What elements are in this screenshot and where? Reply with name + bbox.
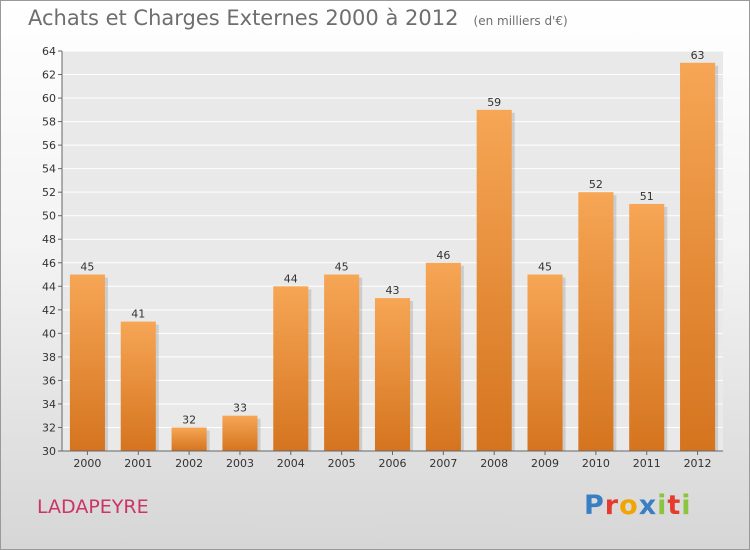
y-tick-label: 46 [42,257,56,270]
logo-letter: r [604,490,620,521]
bar [680,62,716,451]
bar [171,427,207,451]
y-tick-label: 40 [42,327,56,340]
logo-letter: o [619,490,639,521]
y-tick-label: 62 [42,69,56,82]
logo-letter: t [667,490,682,521]
bar [222,415,258,451]
data-label: 51 [640,190,654,203]
x-tick-label: 2001 [124,457,152,470]
chart-title: Achats et Charges Externes 2000 à 2012 [28,6,459,30]
y-tick-label: 42 [42,304,56,317]
x-tick-label: 2002 [175,457,203,470]
x-tick-label: 2007 [429,457,457,470]
bar [476,109,512,451]
data-label: 33 [233,402,247,415]
y-tick-label: 44 [42,280,56,293]
x-tick-label: 2005 [328,457,356,470]
bar [578,192,614,452]
data-label: 59 [487,96,501,109]
data-label: 32 [182,413,196,426]
bars: 45 41 32 33 44 45 43 46 59 45 52 51 63 [69,49,719,452]
chart-title-block: Achats et Charges Externes 2000 à 2012 (… [28,6,568,30]
bar [273,286,309,451]
axes: 30 32 34 36 38 40 42 44 46 48 50 52 54 56 58 60 62 64 2000… [42,45,723,470]
logo-letter: i [681,490,692,521]
y-tick-label: 48 [42,233,56,246]
x-tick-label: 2000 [73,457,101,470]
logo-letter: x [638,490,658,521]
data-label: 45 [538,261,552,274]
y-tick-label: 32 [42,421,56,434]
y-tick-label: 30 [42,445,56,458]
data-label: 46 [436,249,450,262]
x-tick-label: 2011 [633,457,661,470]
y-tick-label: 60 [42,92,56,105]
data-label: 44 [284,272,298,285]
x-tick-label: 2004 [277,457,305,470]
y-tick-label: 38 [42,351,56,364]
x-tick-label: 2009 [531,457,559,470]
data-label: 45 [80,261,94,274]
y-tick-label: 54 [42,163,56,176]
logo-letter: i [657,490,668,521]
y-tick-label: 34 [42,398,56,411]
data-label: 45 [335,261,349,274]
y-tick-label: 50 [42,210,56,223]
x-tick-label: 2003 [226,457,254,470]
commune-name: LADAPEYRE [37,496,149,518]
bar [69,274,105,451]
x-tick-label: 2008 [480,457,508,470]
y-tick-label: 56 [42,139,56,152]
y-tick-label: 64 [42,45,56,58]
y-tick-label: 52 [42,186,56,199]
data-label: 63 [691,49,705,62]
x-tick-label: 2006 [379,457,407,470]
logo-letter: P [584,490,605,521]
bar [527,274,563,451]
data-label: 43 [386,284,400,297]
x-tick-label: 2012 [684,457,712,470]
bar [374,298,411,451]
proxiti-logo: Proxiti [584,490,692,521]
data-label: 52 [589,178,603,191]
unit-note: (en milliers d'€) [473,14,568,28]
y-tick-label: 58 [42,116,56,129]
bar [425,262,461,451]
bar [324,274,360,451]
y-tick-label: 36 [42,374,56,387]
bar [120,321,156,451]
bar [629,203,665,451]
x-tick-label: 2010 [582,457,610,470]
data-label: 41 [131,308,145,321]
